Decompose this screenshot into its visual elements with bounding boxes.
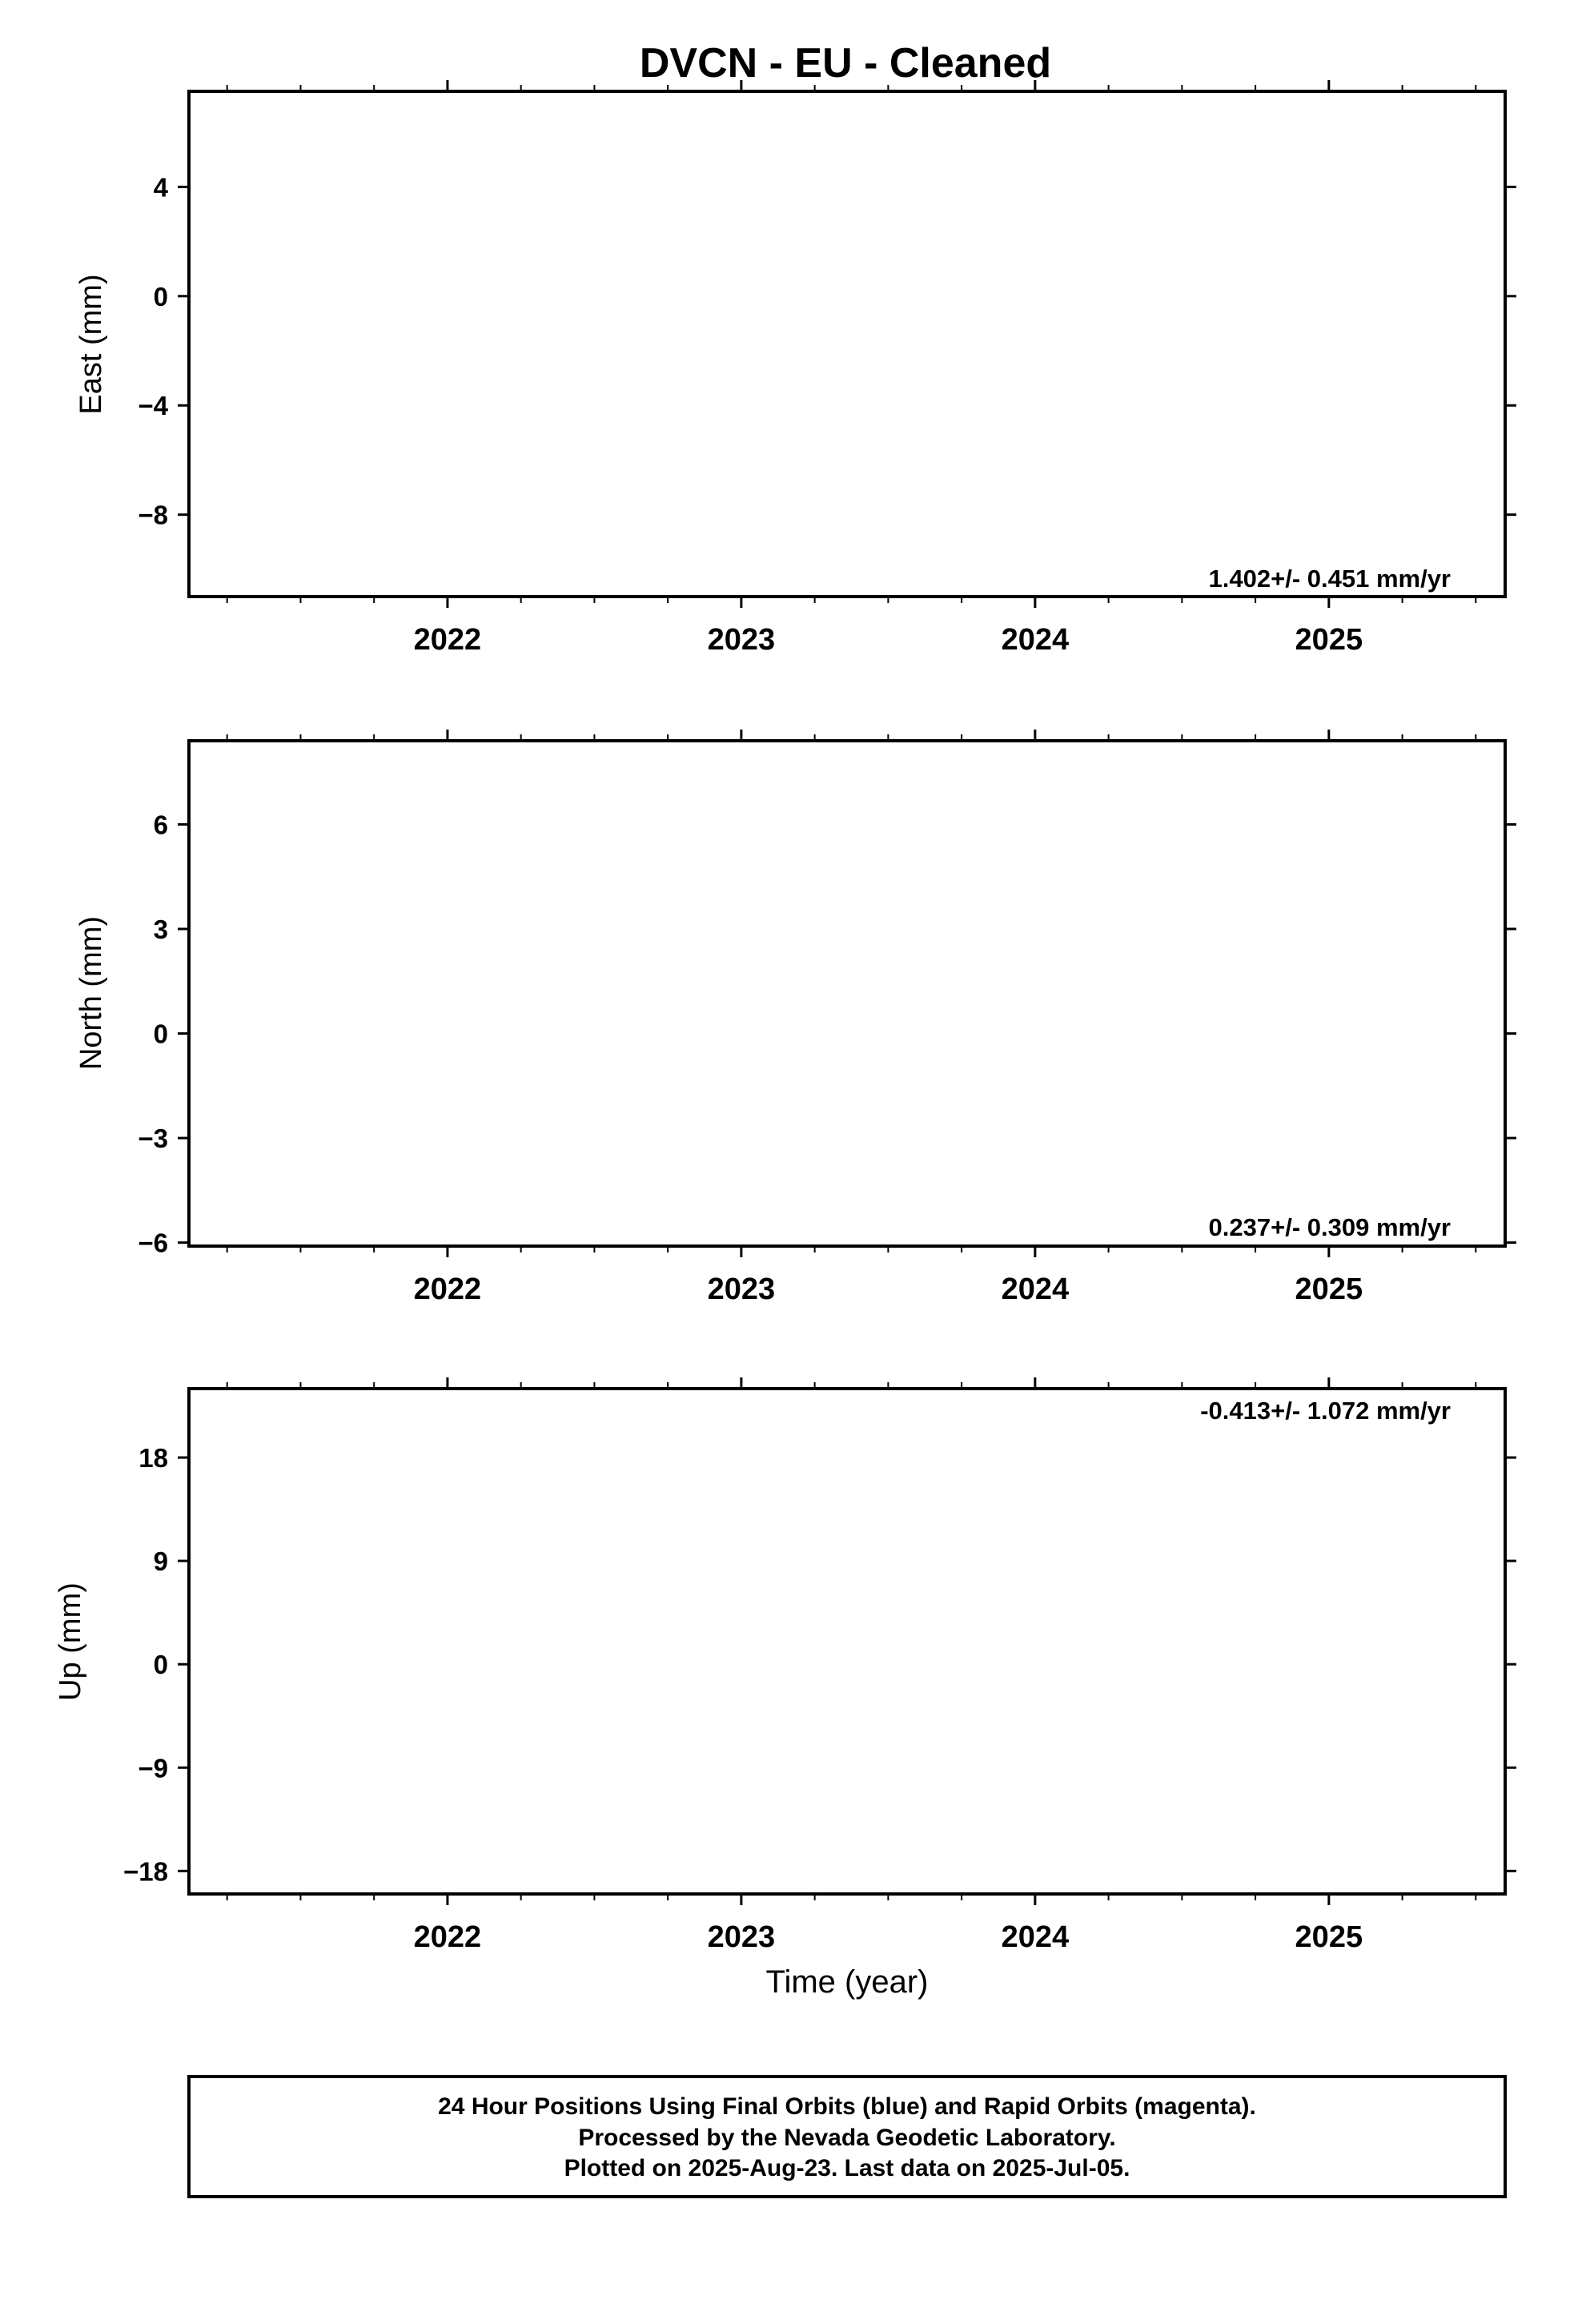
x-tick-label: 2022 [414, 1920, 482, 1954]
y-tick-label: 0 [154, 1019, 168, 1049]
x-tick-label: 2025 [1295, 1920, 1363, 1954]
panel-up: Up (mm) 2022 2023 2024 2025 18 9 0 −9 −18 -0.413+… [54, 1377, 1516, 1954]
y-tick-label: 0 [154, 282, 168, 312]
y-tick-label: −9 [138, 1753, 168, 1783]
x-tick-label: 2024 [1002, 1273, 1070, 1306]
footer-line: 24 Hour Positions Using Final Orbits (bl… [438, 2093, 1256, 2120]
x-tick-label: 2024 [1002, 623, 1070, 657]
y-tick-label: 4 [154, 172, 169, 202]
x-tick-label: 2025 [1295, 623, 1363, 657]
footer-line: Plotted on 2025-Aug-23. Last data on 202… [564, 2155, 1130, 2181]
y-tick-label: 6 [154, 810, 168, 839]
y-tick-label: 9 [154, 1546, 168, 1576]
panel-north: North (mm) 2022 2023 2024 2025 6 3 0 −3 −6 0.237+… [74, 730, 1516, 1306]
chart-title: DVCN - EU - Cleaned [640, 40, 1051, 86]
panel-frame [187, 739, 1507, 1248]
x-tick-label: 2023 [708, 1273, 776, 1306]
x-tick-label: 2022 [414, 623, 482, 657]
x-tick-label: 2023 [708, 1920, 776, 1954]
panel-frame [187, 90, 1507, 598]
footer-frame [187, 2075, 1507, 2198]
y-tick-label: 18 [139, 1443, 168, 1473]
x-axis-label: Time (year) [766, 1964, 929, 2000]
y-axis-label: East (mm) [74, 274, 108, 414]
footer-line: Processed by the Nevada Geodetic Laborat… [578, 2125, 1115, 2151]
y-tick-label: 0 [154, 1650, 168, 1679]
x-tick-label: 2023 [708, 623, 776, 657]
y-tick-label: −6 [138, 1228, 168, 1258]
velocity-annotation: -0.413+/- 1.072 mm/yr [1200, 1397, 1451, 1425]
y-tick-label: −3 [138, 1124, 168, 1153]
x-tick-label: 2024 [1002, 1920, 1070, 1954]
panel-east: East (mm) 2022 2023 2024 2025 4 0 −4 −8 1.402+/-… [74, 80, 1516, 657]
y-tick-label: −18 [123, 1856, 168, 1886]
x-tick-label: 2022 [414, 1273, 482, 1306]
footer-box: 24 Hour Positions Using Final Orbits (bl… [187, 2075, 1507, 2198]
x-tick-label: 2025 [1295, 1273, 1363, 1306]
panel-frame [187, 1387, 1507, 1896]
y-axis-label: Up (mm) [54, 1582, 87, 1701]
y-tick-label: −8 [138, 501, 168, 530]
velocity-annotation: 0.237+/- 0.309 mm/yr [1209, 1213, 1451, 1241]
y-tick-label: 3 [154, 915, 168, 944]
velocity-annotation: 1.402+/- 0.451 mm/yr [1209, 565, 1451, 593]
y-axis-label: North (mm) [74, 916, 108, 1070]
y-tick-label: −4 [138, 391, 168, 420]
